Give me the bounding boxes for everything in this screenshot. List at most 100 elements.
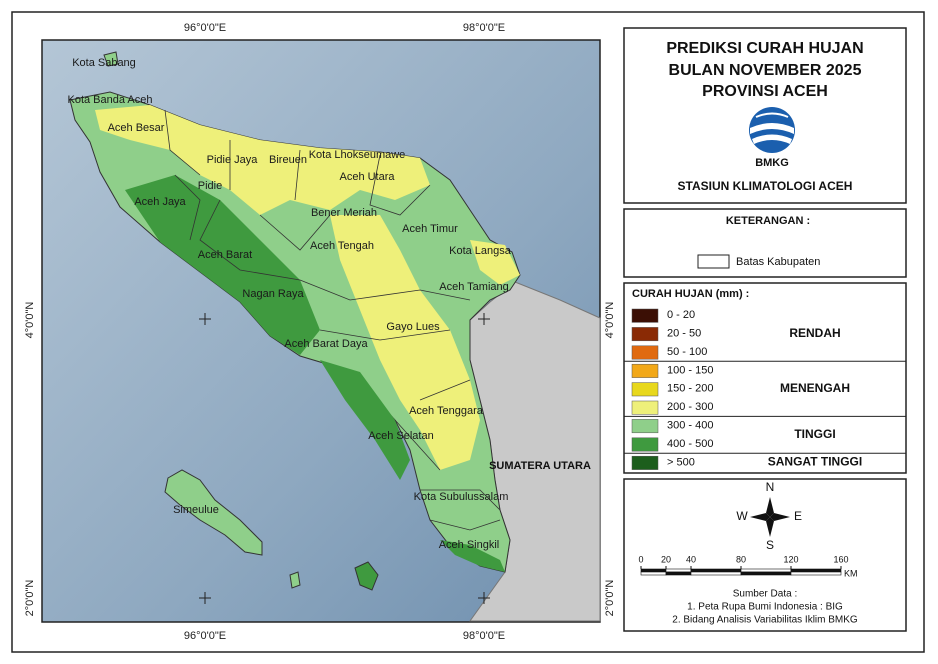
longitude-label: 98°0'0"E xyxy=(463,630,505,642)
legend-title: CURAH HUJAN (mm) : xyxy=(632,288,749,300)
source-item: 2. Bidang Analisis Variabilitas Iklim BM… xyxy=(672,615,858,626)
legend-range: 400 - 500 xyxy=(667,438,713,450)
zone-dark-singkil xyxy=(440,540,505,572)
scale-tick-label: 0 xyxy=(638,554,643,564)
longitude-label: 96°0'0"E xyxy=(184,630,226,642)
scale-bar: 0 20 40 80 120 160 KM xyxy=(638,554,857,578)
scale-segment xyxy=(740,568,792,573)
legend-group: RENDAH xyxy=(789,326,840,340)
legend-range: 200 - 300 xyxy=(667,401,713,413)
legend-box xyxy=(623,282,907,474)
zone-yellow-north xyxy=(95,105,430,215)
region-label: Aceh Barat xyxy=(198,249,252,261)
legend-swatch xyxy=(631,382,659,397)
legend-swatch xyxy=(631,437,659,452)
region-label: Simeulue xyxy=(173,504,219,516)
legend-range: 50 - 100 xyxy=(667,346,707,358)
legend-swatch xyxy=(631,363,659,378)
outer-frame xyxy=(11,11,925,653)
zone-yellow-central xyxy=(330,215,480,470)
region-label: Aceh Selatan xyxy=(368,430,433,442)
legend-swatch xyxy=(631,327,659,342)
latitude-label: 4°0'0"N xyxy=(604,302,616,339)
source-title: Sumber Data : xyxy=(733,589,797,600)
legend-swatch xyxy=(631,455,659,470)
compass xyxy=(750,497,790,537)
neighbor-label: SUMATERA UTARA xyxy=(489,460,591,472)
legend-rows: 0 - 20 20 - 50 50 - 100 100 - 150 150 - 200 2… xyxy=(624,308,906,470)
region-label: Kota Banda Aceh xyxy=(67,94,152,106)
legend-swatch xyxy=(631,308,659,323)
legend-range: 100 - 150 xyxy=(667,364,713,376)
info-box xyxy=(623,478,907,632)
region-label: Aceh Barat Daya xyxy=(284,338,368,350)
scale-unit: KM xyxy=(844,568,858,578)
latitude-label: 4°0'0"N xyxy=(24,302,36,339)
island xyxy=(289,571,301,589)
scale-tick-label: 20 xyxy=(661,554,671,564)
keterangan-box xyxy=(623,208,907,278)
scale-segment xyxy=(690,571,742,576)
scale-segment xyxy=(790,568,842,573)
scale-segment xyxy=(665,568,692,573)
region-label: Kota Subulussalam xyxy=(414,491,509,503)
region-label: Pidie xyxy=(198,180,222,192)
longitude-label: 96°0'0"E xyxy=(184,22,226,34)
scale-segment xyxy=(790,571,842,576)
source-item: 1. Peta Rupa Bumi Indonesia : BIG xyxy=(687,602,843,613)
region-label: Gayo Lues xyxy=(386,321,440,333)
title-line: PROVINSI ACEH xyxy=(702,83,828,100)
legend-range: 150 - 200 xyxy=(667,383,713,395)
region-label: Kota Lhokseumawe xyxy=(309,149,406,161)
island xyxy=(354,561,379,591)
region-label: Aceh Singkil xyxy=(439,539,500,551)
bmkg-logo xyxy=(749,107,795,153)
region-label: Bireuen xyxy=(269,154,307,166)
simeulue xyxy=(164,469,263,556)
scale-segment xyxy=(640,571,667,576)
latitude-label: 2°0'0"N xyxy=(24,580,36,617)
scale-segment xyxy=(740,571,792,576)
legend-swatch xyxy=(631,345,659,360)
compass-e: E xyxy=(794,509,802,523)
scale-tick-label: 160 xyxy=(833,554,848,564)
region-labels: Kota Sabang Kota Banda Aceh Aceh Besar P… xyxy=(67,57,590,551)
legend-range: > 500 xyxy=(667,456,695,468)
region-label: Kota Langsa xyxy=(449,245,512,257)
map xyxy=(69,51,601,622)
region-label: Aceh Utara xyxy=(339,171,395,183)
title-line: PREDIKSI CURAH HUJAN xyxy=(666,40,863,57)
region-label: Pidie Jaya xyxy=(207,154,259,166)
boundary-label: Batas Kabupaten xyxy=(736,256,820,268)
region-label: Aceh Tengah xyxy=(310,240,374,252)
district-boundaries xyxy=(164,109,501,531)
longitude-label: 98°0'0"E xyxy=(463,22,505,34)
scale-tick-label: 40 xyxy=(686,554,696,564)
scale-segment xyxy=(665,571,692,576)
legend-range: 300 - 400 xyxy=(667,420,713,432)
scale-segment xyxy=(640,568,667,573)
graticule xyxy=(199,313,490,604)
zone-dark-southwest xyxy=(320,360,410,480)
legend-group: SANGAT TINGGI xyxy=(768,455,862,469)
scale-tick-label: 80 xyxy=(736,554,746,564)
region-label: Kota Sabang xyxy=(72,57,136,69)
legend-range: 20 - 50 xyxy=(667,328,701,340)
region-label: Aceh Tamiang xyxy=(439,281,509,293)
legend-group: MENENGAH xyxy=(780,381,850,395)
compass-s: S xyxy=(766,538,774,552)
region-label: Aceh Tenggara xyxy=(409,405,484,417)
zone-yellow-langsa xyxy=(470,240,520,285)
region-label: Aceh Besar xyxy=(108,122,165,134)
logo-text: BMKG xyxy=(755,157,789,169)
scale-tick-label: 120 xyxy=(783,554,798,564)
region-label: Bener Meriah xyxy=(311,207,377,219)
region-label: Nagan Raya xyxy=(242,288,304,300)
boundary-swatch xyxy=(697,254,730,269)
compass-n: N xyxy=(766,480,775,494)
legend-swatch xyxy=(631,419,659,434)
scale-segment xyxy=(690,568,742,573)
compass-w: W xyxy=(736,509,748,523)
